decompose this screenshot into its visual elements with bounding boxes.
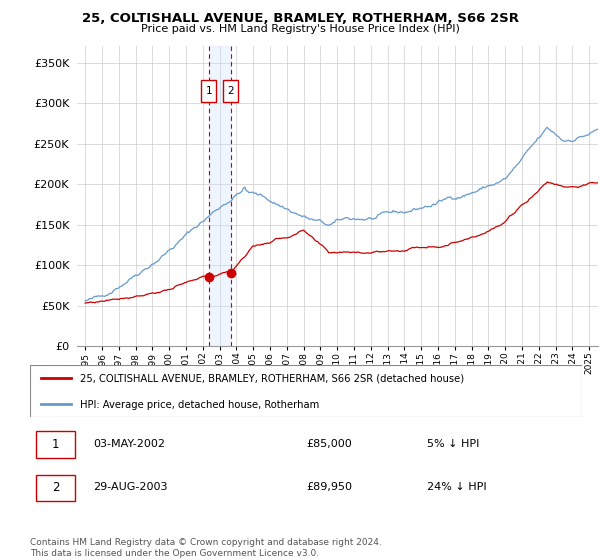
Text: 03-MAY-2002: 03-MAY-2002 xyxy=(94,439,166,449)
Text: 2: 2 xyxy=(227,86,234,96)
Bar xyxy=(35,432,75,458)
Text: £89,950: £89,950 xyxy=(306,483,352,492)
Text: 5% ↓ HPI: 5% ↓ HPI xyxy=(427,439,480,449)
Text: 1: 1 xyxy=(205,86,212,96)
Text: £85,000: £85,000 xyxy=(306,439,352,449)
Text: HPI: Average price, detached house, Rotherham: HPI: Average price, detached house, Roth… xyxy=(80,400,319,410)
Bar xyxy=(35,475,75,501)
Text: Contains HM Land Registry data © Crown copyright and database right 2024.
This d: Contains HM Land Registry data © Crown c… xyxy=(30,538,382,558)
Bar xyxy=(201,80,216,102)
Text: 29-AUG-2003: 29-AUG-2003 xyxy=(94,483,168,492)
Text: 25, COLTISHALL AVENUE, BRAMLEY, ROTHERHAM, S66 2SR: 25, COLTISHALL AVENUE, BRAMLEY, ROTHERHA… xyxy=(82,12,518,25)
Bar xyxy=(209,46,230,346)
Text: 24% ↓ HPI: 24% ↓ HPI xyxy=(427,483,487,492)
FancyBboxPatch shape xyxy=(30,365,582,417)
Text: 25, COLTISHALL AVENUE, BRAMLEY, ROTHERHAM, S66 2SR (detached house): 25, COLTISHALL AVENUE, BRAMLEY, ROTHERHA… xyxy=(80,374,464,384)
Text: Price paid vs. HM Land Registry's House Price Index (HPI): Price paid vs. HM Land Registry's House … xyxy=(140,24,460,34)
Text: 2: 2 xyxy=(52,481,59,494)
Text: 1: 1 xyxy=(52,437,59,451)
Bar xyxy=(223,80,238,102)
